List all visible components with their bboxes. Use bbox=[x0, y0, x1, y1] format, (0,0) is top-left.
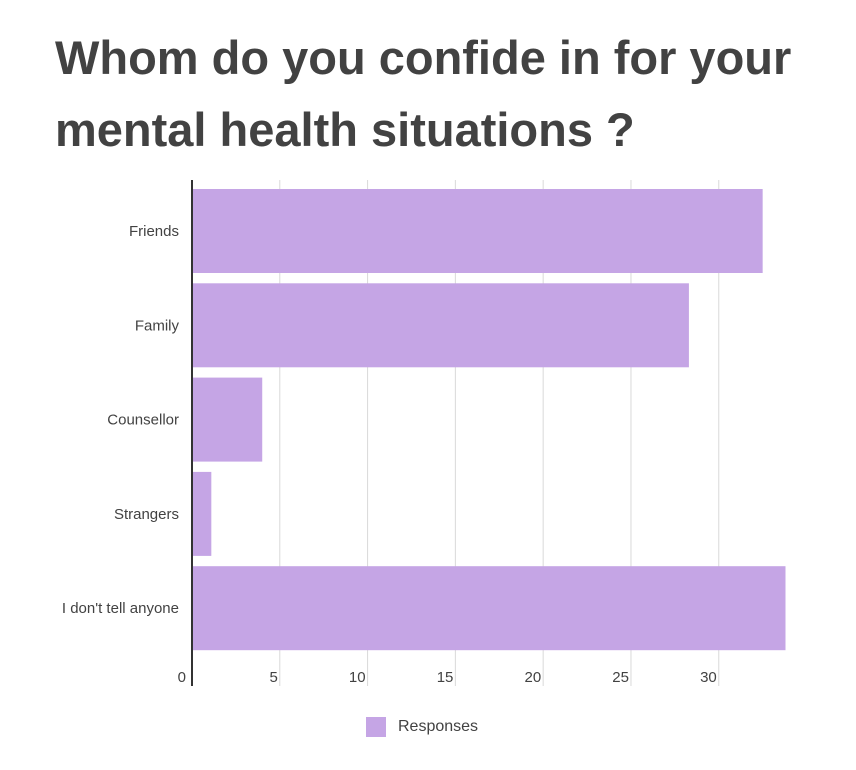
x-tick-label-15: 15 bbox=[437, 669, 454, 686]
category-label-counsellor: Counsellor bbox=[107, 412, 179, 429]
bars bbox=[192, 189, 786, 651]
legend-swatch bbox=[366, 717, 386, 737]
category-label-friends: Friends bbox=[129, 223, 179, 240]
category-label-family: Family bbox=[135, 317, 180, 334]
x-tick-label-30: 30 bbox=[700, 669, 717, 686]
x-tick-label-0: 0 bbox=[178, 669, 186, 686]
legend: Responses bbox=[366, 717, 478, 737]
bar-strangers bbox=[192, 471, 212, 556]
category-label-strangers: Strangers bbox=[114, 506, 179, 523]
x-tick-label-20: 20 bbox=[524, 669, 541, 686]
legend-label-responses: Responses bbox=[398, 718, 479, 735]
chart-title: Whom do you confide in for your mental h… bbox=[55, 31, 792, 156]
x-tick-label-25: 25 bbox=[612, 669, 629, 686]
bar-i-don-t-tell-anyone bbox=[192, 566, 786, 651]
category-label-i-don-t-tell-anyone: I don't tell anyone bbox=[62, 600, 179, 617]
bar-chart: 0 5 10 15 20 25 30 Friends Family Counsellor Stran… bbox=[62, 180, 786, 686]
bar-family bbox=[192, 283, 689, 368]
tick-labels: 0 5 10 15 20 25 30 Friends Family Counsellor Stran… bbox=[62, 223, 717, 686]
bar-friends bbox=[192, 189, 763, 273]
bar-counsellor bbox=[192, 377, 263, 462]
x-tick-label-10: 10 bbox=[349, 669, 366, 686]
x-tick-label-5: 5 bbox=[269, 669, 277, 686]
